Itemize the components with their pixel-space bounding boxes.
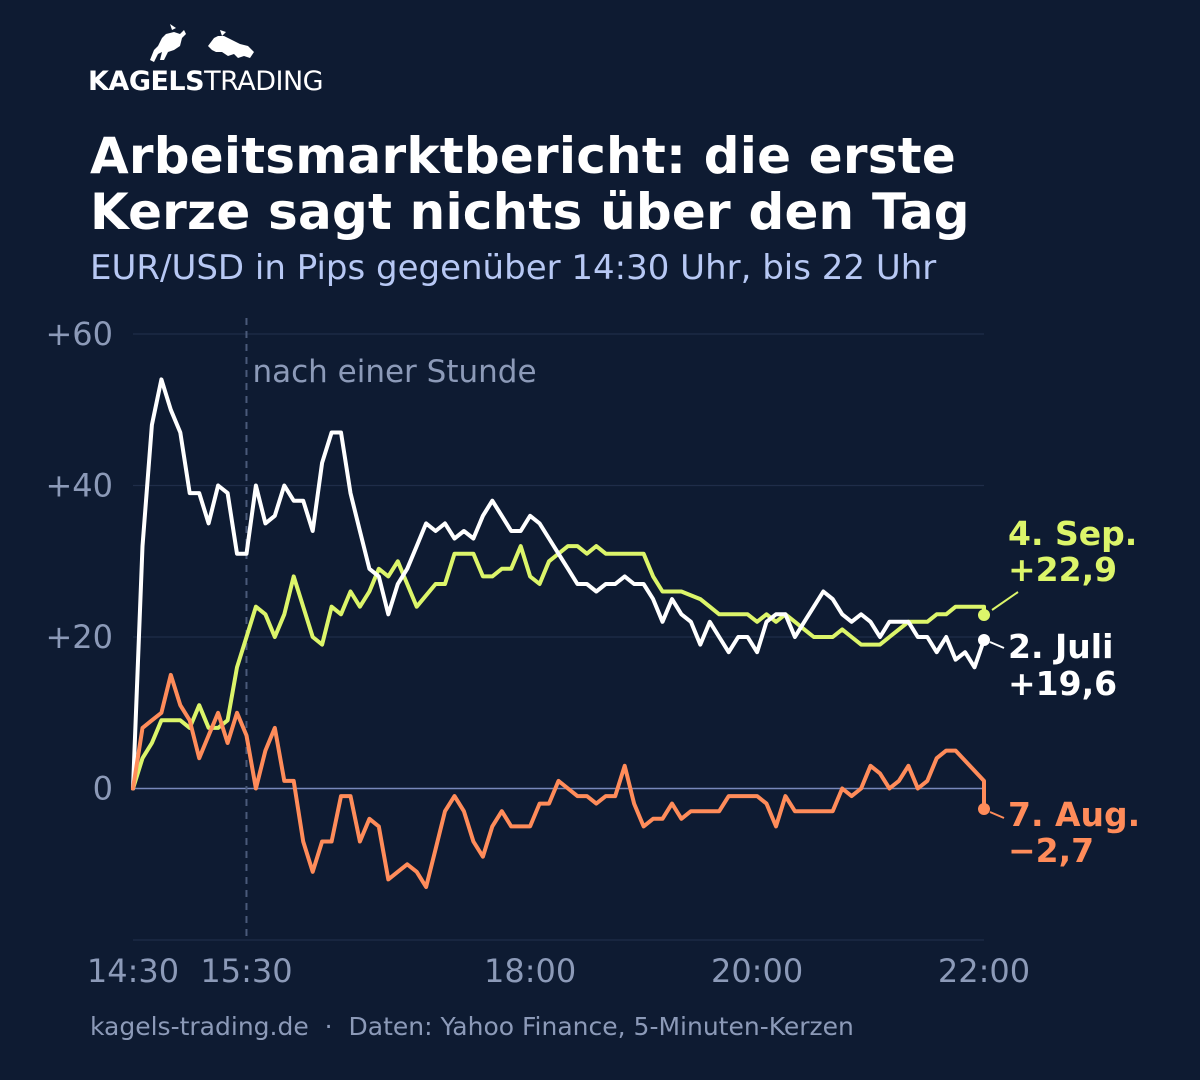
series-endpoint-juli [978,634,990,647]
footer: kagels-trading.de · Daten: Yahoo Finance… [90,1012,854,1041]
reference-line-label: nach einer Stunde [252,354,536,390]
y-tick-label: +20 [45,618,113,656]
brand-wordmark: KAGELSTRADING [88,66,324,97]
series-label-value-sep: +22,9 [1008,550,1117,589]
series-lines [131,377,990,889]
label-leader-sep [991,591,1019,611]
x-tick-label: 18:00 [484,952,576,990]
x-tick-label: 15:30 [200,952,292,990]
x-tick-label: 14:30 [87,952,179,990]
x-tick-label: 22:00 [938,952,1030,990]
series-endpoint-sep [978,609,990,622]
series-label-value-juli: +19,6 [1008,664,1117,703]
end-labels: 4. Sep.+22,9 2. Juli+19,6 7. Aug.−2,7 [989,514,1140,870]
series-label-name-aug: 7. Aug. [1008,795,1140,834]
x-tick-label: 20:00 [711,952,803,990]
footer-separator: · [324,1012,333,1041]
series-label-name-juli: 2. Juli [1008,627,1113,666]
series-endpoint-aug [978,802,990,815]
axes: +60 +40 +20 0 nach einer Stunde 14:30 15:30 18:… [45,315,1030,990]
brand-name-light: TRADING [204,66,324,97]
footer-site: kagels-trading.de [90,1012,309,1041]
chart-title: Arbeitsmarktbericht: die erste Kerze sag… [90,127,970,241]
chart-subtitle: EUR/USD in Pips gegenüber 14:30 Uhr, bis… [90,248,937,288]
bull-icon [150,24,186,62]
footer-source: Daten: Yahoo Finance, 5-Minuten-Kerzen [348,1012,854,1041]
y-tick-label: +40 [45,467,113,505]
y-tick-label: +60 [45,315,113,353]
label-leader-aug [989,811,1005,819]
logo-animals [150,24,254,62]
series-line-sep [131,544,986,791]
series-label-name-sep: 4. Sep. [1008,514,1137,553]
label-leader-juli [989,641,1005,649]
brand-logo: KAGELSTRADING [88,22,328,102]
series-label-value-aug: −2,7 [1008,831,1094,870]
bear-icon [208,30,254,58]
brand-name-bold: KAGELS [88,66,205,97]
series-line-juli [131,377,986,791]
series-line-aug [131,672,986,889]
grid [133,318,984,941]
y-tick-label: 0 [93,770,113,808]
